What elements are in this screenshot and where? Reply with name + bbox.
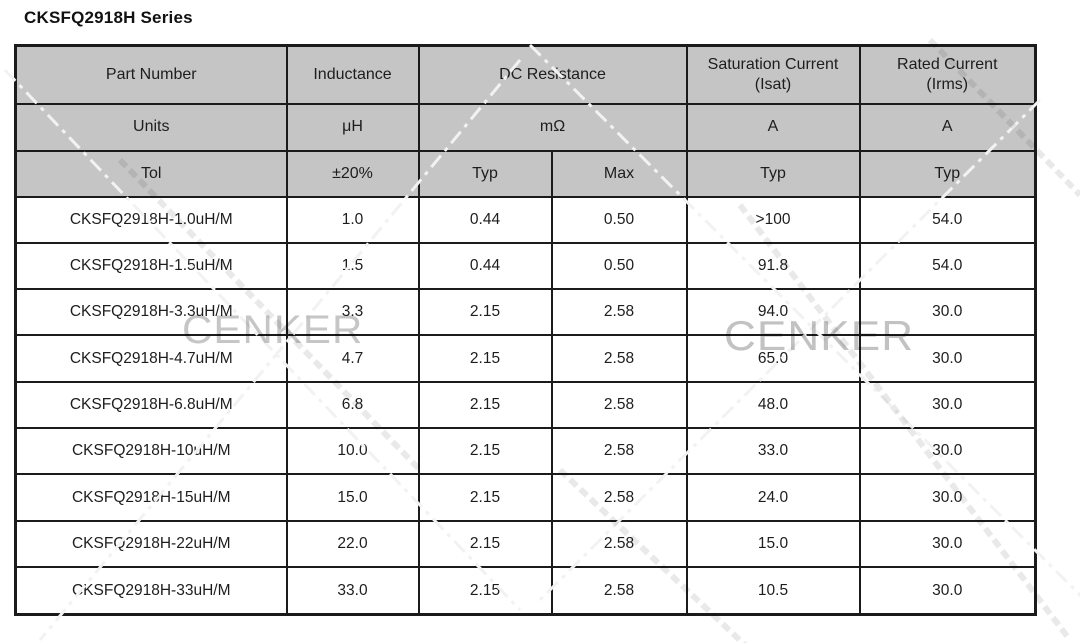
dcr-typ-cell: 2.15 <box>417 334 553 383</box>
irms-cell: 30.0 <box>858 334 1037 383</box>
header-row-tol: Tol ±20% Typ Max Typ Typ <box>14 149 1037 198</box>
inductance-cell: 4.7 <box>285 334 420 383</box>
dcr-typ-cell: 2.15 <box>417 288 553 337</box>
isat-cell: 91.8 <box>685 241 861 291</box>
dcr-max-cell: 2.58 <box>550 288 688 337</box>
units-inductance: μH <box>285 102 420 152</box>
part-number-cell: CKSFQ2918H-4.7uH/M <box>14 334 288 383</box>
dcr-typ-cell: 0.44 <box>417 241 553 291</box>
isat-cell: 94.0 <box>685 288 861 337</box>
isat-cell: 10.5 <box>685 566 861 616</box>
irms-cell: 30.0 <box>858 566 1037 616</box>
inductance-cell: 10.0 <box>285 427 420 476</box>
dcr-max-cell: 2.58 <box>550 380 688 430</box>
irms-cell: 30.0 <box>858 288 1037 337</box>
dcr-typ-cell: 2.15 <box>417 519 553 569</box>
tol-rated-typ: Typ <box>858 149 1037 198</box>
isat-cell: >100 <box>685 195 861 244</box>
part-number-cell: CKSFQ2918H-10uH/M <box>14 427 288 476</box>
inductance-cell: 1.0 <box>285 195 420 244</box>
dcr-max-cell: 2.58 <box>550 427 688 476</box>
part-number-cell: CKSFQ2918H-3.3uH/M <box>14 288 288 337</box>
col-header-part-number: Part Number <box>14 44 288 105</box>
irms-cell: 30.0 <box>858 427 1037 476</box>
dcr-max-cell: 0.50 <box>550 241 688 291</box>
tol-dc-typ: Typ <box>417 149 553 198</box>
irms-cell: 54.0 <box>858 195 1037 244</box>
saturation-current-label: Saturation Current <box>707 55 839 73</box>
dcr-typ-cell: 0.44 <box>417 195 553 244</box>
part-number-cell: CKSFQ2918H-22uH/M <box>14 519 288 569</box>
irms-cell: 30.0 <box>858 519 1037 569</box>
col-header-inductance: Inductance <box>285 44 420 105</box>
col-header-dc-resistance: DC Resistance <box>417 44 688 105</box>
tol-saturation-typ: Typ <box>685 149 861 198</box>
header-row-units: Units μH mΩ A A <box>14 102 1037 152</box>
inductance-cell: 6.8 <box>285 380 420 430</box>
table-row: CKSFQ2918H-1.0uH/M 1.0 0.44 0.50 >100 54.0 <box>14 195 1037 244</box>
inductance-cell: 22.0 <box>285 519 420 569</box>
col-header-saturation-current: Saturation Current (Isat) <box>685 44 861 105</box>
tol-dc-max: Max <box>550 149 688 198</box>
isat-cell: 24.0 <box>685 473 861 522</box>
part-number-cell: CKSFQ2918H-6.8uH/M <box>14 380 288 430</box>
table-header: Part Number Inductance DC Resistance Sat… <box>14 44 1037 198</box>
dcr-max-cell: 2.58 <box>550 519 688 569</box>
inductance-cell: 33.0 <box>285 566 420 616</box>
table-row: CKSFQ2918H-10uH/M 10.0 2.15 2.58 33.0 30.0 <box>14 427 1037 476</box>
dcr-max-cell: 2.58 <box>550 334 688 383</box>
irms-cell: 54.0 <box>858 241 1037 291</box>
dcr-typ-cell: 2.15 <box>417 427 553 476</box>
irms-cell: 30.0 <box>858 473 1037 522</box>
table-row: CKSFQ2918H-6.8uH/M 6.8 2.15 2.58 48.0 30.0 <box>14 380 1037 430</box>
rated-current-label: Rated Current <box>897 55 998 73</box>
units-rated-current: A <box>858 102 1037 152</box>
table-row: CKSFQ2918H-33uH/M 33.0 2.15 2.58 10.5 30.0 <box>14 566 1037 616</box>
units-saturation-current: A <box>685 102 861 152</box>
part-number-cell: CKSFQ2918H-33uH/M <box>14 566 288 616</box>
irms-cell: 30.0 <box>858 380 1037 430</box>
dcr-max-cell: 0.50 <box>550 195 688 244</box>
isat-cell: 33.0 <box>685 427 861 476</box>
units-row-label: Units <box>14 102 288 152</box>
inductance-cell: 15.0 <box>285 473 420 522</box>
dcr-max-cell: 2.58 <box>550 566 688 616</box>
spec-table: Part Number Inductance DC Resistance Sat… <box>14 44 1038 616</box>
isat-cell: 15.0 <box>685 519 861 569</box>
tol-row-label: Tol <box>14 149 288 198</box>
dcr-typ-cell: 2.15 <box>417 566 553 616</box>
saturation-current-sublabel: (Isat) <box>754 75 792 93</box>
col-header-rated-current: Rated Current (Irms) <box>858 44 1037 105</box>
header-row-titles: Part Number Inductance DC Resistance Sat… <box>14 44 1037 105</box>
table-row: CKSFQ2918H-4.7uH/M 4.7 2.15 2.58 65.0 30.0 <box>14 334 1037 383</box>
table-row: CKSFQ2918H-3.3uH/M 3.3 2.15 2.58 94.0 30.0 <box>14 288 1037 337</box>
units-dc-resistance: mΩ <box>417 102 688 152</box>
isat-cell: 48.0 <box>685 380 861 430</box>
dcr-typ-cell: 2.15 <box>417 473 553 522</box>
dcr-max-cell: 2.58 <box>550 473 688 522</box>
part-number-cell: CKSFQ2918H-15uH/M <box>14 473 288 522</box>
table-row: CKSFQ2918H-22uH/M 22.0 2.15 2.58 15.0 30.0 <box>14 519 1037 569</box>
part-number-cell: CKSFQ2918H-1.0uH/M <box>14 195 288 244</box>
inductance-cell: 1.5 <box>285 241 420 291</box>
part-number-cell: CKSFQ2918H-1.5uH/M <box>14 241 288 291</box>
dcr-typ-cell: 2.15 <box>417 380 553 430</box>
rated-current-sublabel: (Irms) <box>926 75 969 93</box>
table-row: CKSFQ2918H-15uH/M 15.0 2.15 2.58 24.0 30.0 <box>14 473 1037 522</box>
table-body: CKSFQ2918H-1.0uH/M 1.0 0.44 0.50 >100 54.0 CKS… <box>14 195 1037 616</box>
page-title: CKSFQ2918H Series <box>24 8 193 27</box>
inductance-cell: 3.3 <box>285 288 420 337</box>
isat-cell: 65.0 <box>685 334 861 383</box>
tol-inductance: ±20% <box>285 149 420 198</box>
table-row: CKSFQ2918H-1.5uH/M 1.5 0.44 0.50 91.8 54.0 <box>14 241 1037 291</box>
